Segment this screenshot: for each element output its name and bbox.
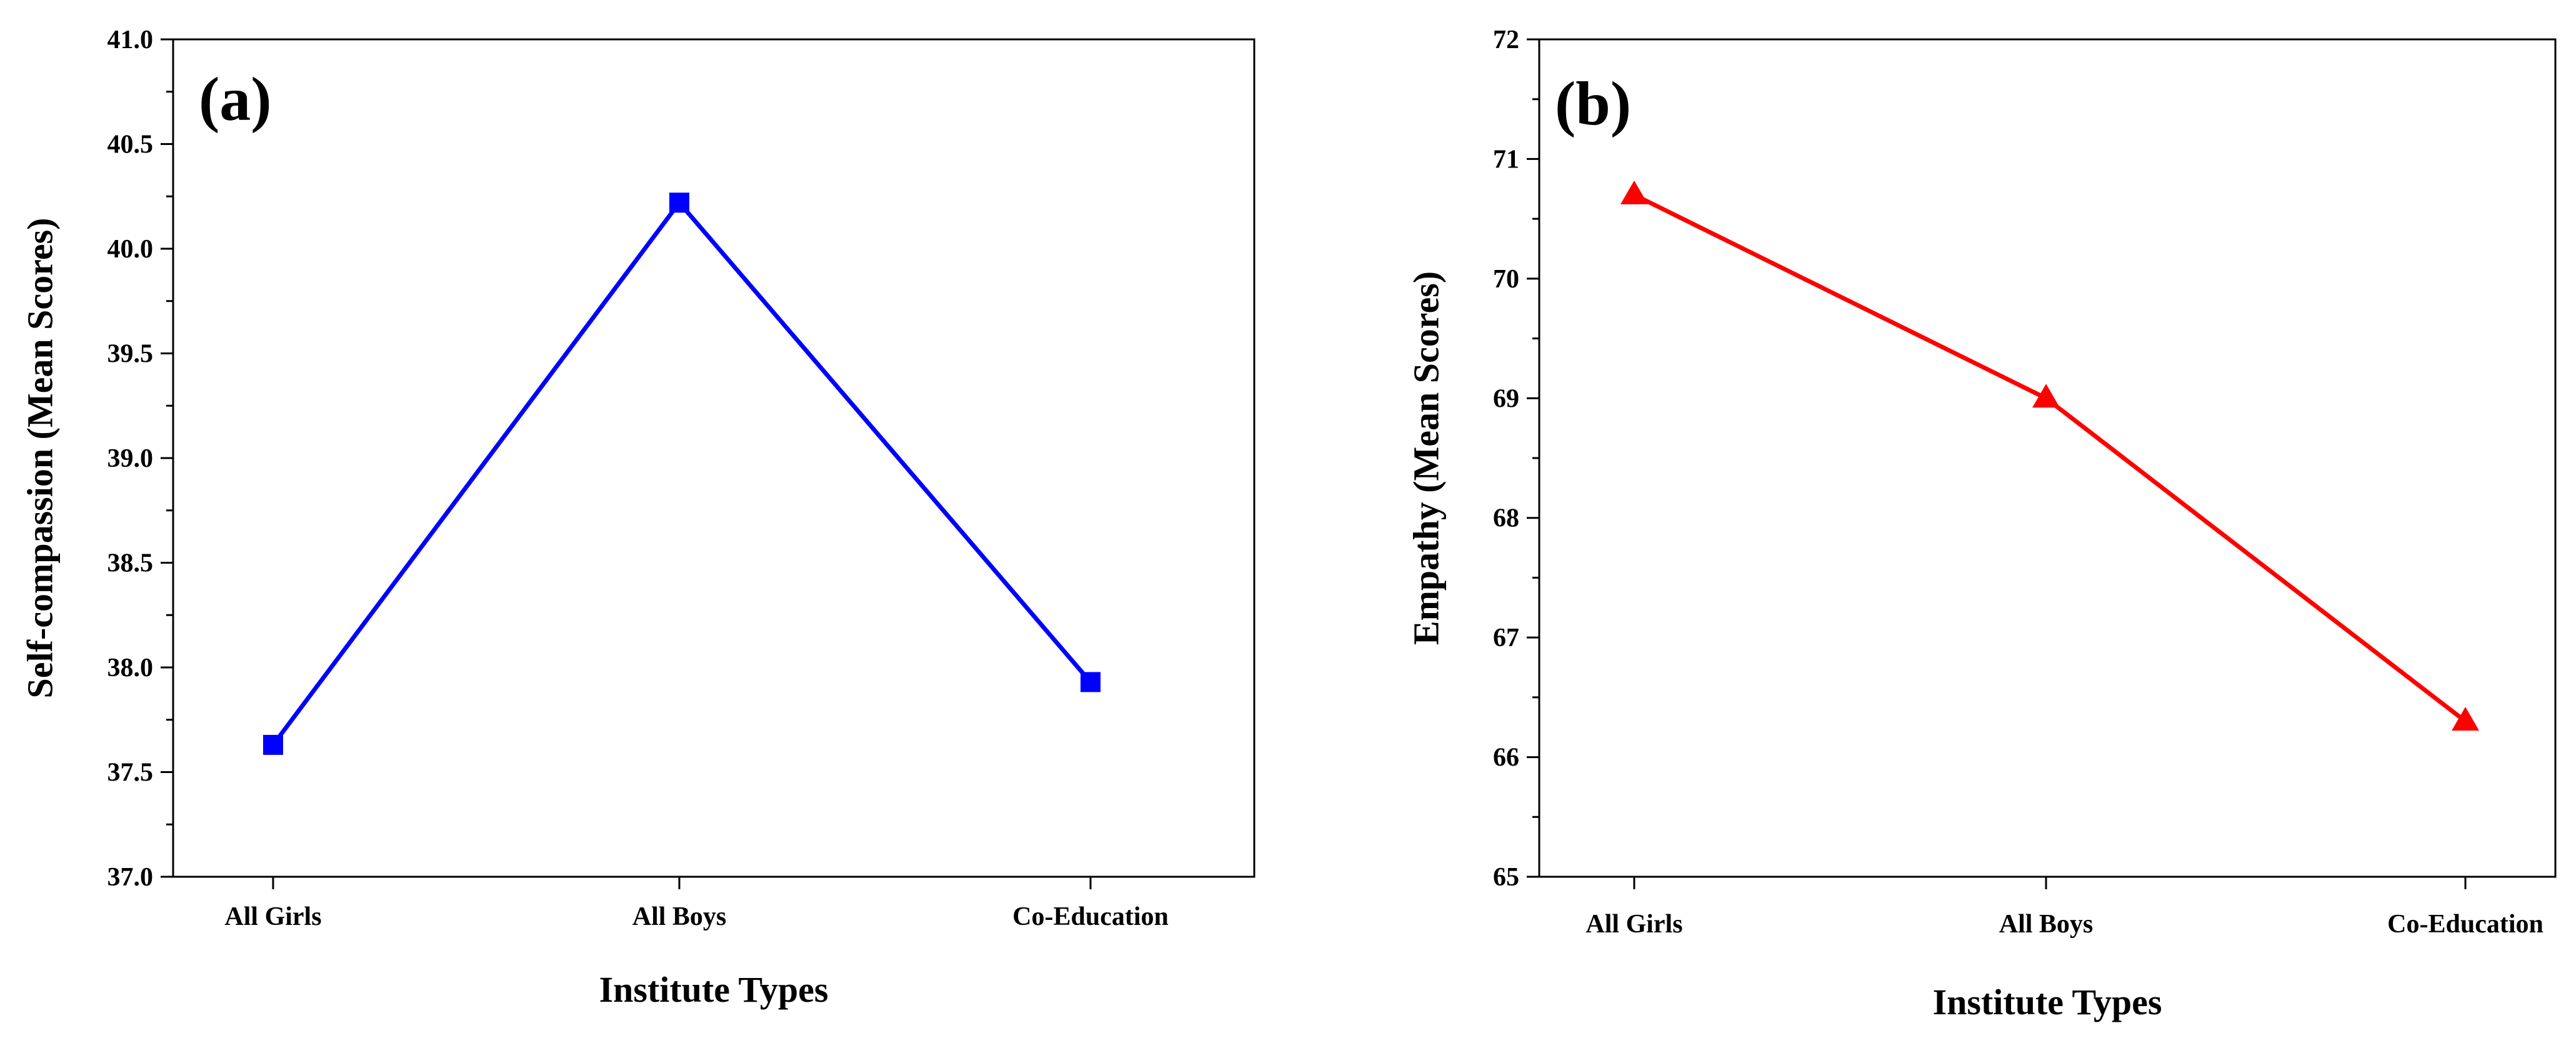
y-tick-label: 65 — [1493, 863, 1519, 892]
x-axis-title: Institute Types — [1933, 982, 2162, 1022]
data-point-triangle — [2452, 707, 2479, 731]
panel-label: (a) — [199, 64, 272, 134]
plot-frame — [1538, 38, 2557, 878]
series-line — [1633, 192, 2467, 723]
x-axis-title: Institute Types — [599, 969, 829, 1010]
x-category-label: All Girls — [224, 902, 321, 931]
y-tick-label: 39.5 — [107, 340, 154, 369]
y-axis-title: Empathy (Mean Scores) — [1405, 271, 1446, 645]
y-tick-label: 68 — [1493, 504, 1519, 533]
data-point-square — [1081, 672, 1101, 692]
y-tick-label: 40.5 — [107, 131, 154, 159]
y-tick-label: 70 — [1493, 265, 1519, 294]
x-category-label: Co-Education — [1012, 902, 1169, 931]
y-tick-label: 72 — [1493, 26, 1519, 54]
y-tick-label: 67 — [1493, 624, 1519, 652]
plot-frame — [172, 38, 1256, 878]
data-point-square — [263, 734, 283, 755]
y-tick-label: 37.0 — [107, 863, 154, 892]
y-tick-label: 69 — [1493, 384, 1519, 413]
y-tick-label: 71 — [1493, 145, 1519, 174]
y-tick-label: 38.0 — [107, 654, 154, 682]
data-point-triangle — [1620, 180, 1648, 204]
data-point-triangle — [2032, 384, 2060, 408]
series-line — [271, 199, 1092, 747]
y-tick-label: 40.0 — [107, 235, 154, 264]
y-tick-label: 37.5 — [107, 759, 154, 787]
x-category-label: All Boys — [632, 902, 727, 931]
x-category-label: All Boys — [1999, 910, 2094, 939]
data-point-square — [669, 192, 689, 213]
panel-a-self-compassion-chart: 37.0 37.5 38.0 38.5 39.0 39.5 40.0 40.5 41.0 All … — [19, 26, 1256, 1010]
panel-label: (b) — [1555, 69, 1631, 138]
y-tick-label: 38.5 — [107, 549, 154, 578]
x-category-label: Co-Education — [2387, 910, 2544, 939]
y-tick-label: 39.0 — [107, 444, 154, 473]
y-tick-label: 41.0 — [107, 26, 154, 54]
x-category-label: All Girls — [1585, 910, 1682, 939]
y-tick-label: 66 — [1493, 744, 1519, 772]
panel-b-empathy-chart: 65 66 67 68 69 70 71 72 All Girls All Boys Co-Educ… — [1405, 26, 2557, 1022]
y-axis-title: Self-compassion (Mean Scores) — [19, 218, 60, 699]
